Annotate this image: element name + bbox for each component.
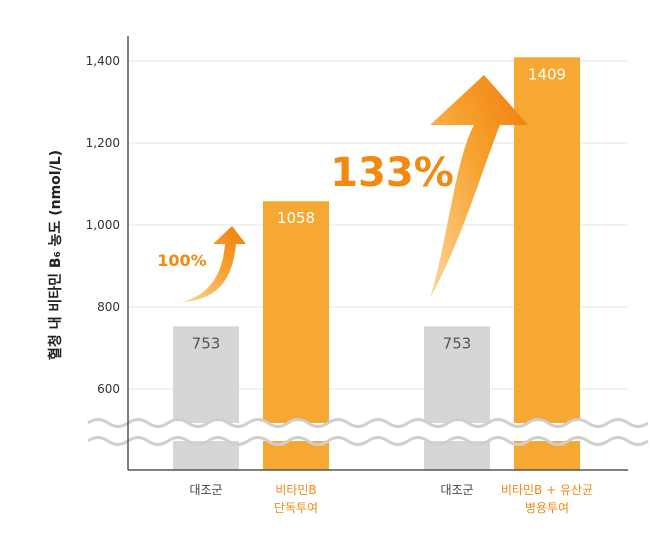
y-tick-label: 800 xyxy=(97,300,120,314)
y-tick-label: 600 xyxy=(97,382,120,396)
bar-value-label: 1058 xyxy=(277,209,315,227)
category-label-line1: 대조군 xyxy=(440,483,473,497)
axis-break xyxy=(87,418,649,446)
bar xyxy=(424,326,490,470)
axis-break-line-upper xyxy=(87,418,649,428)
category-label-line1: 비타민B xyxy=(275,483,316,497)
y-tick-label: 1,000 xyxy=(86,218,120,232)
category-label-line1: 대조군 xyxy=(189,483,222,497)
bar xyxy=(173,326,239,470)
annotation-100-percent: 100% xyxy=(157,251,206,270)
y-tick-labels: 600 800 1,000 1,200 1,400 xyxy=(86,54,120,396)
category-label-line2: 병용투여 xyxy=(525,501,569,515)
annotation-133-percent: 133% xyxy=(330,150,454,196)
axis-break-line-lower xyxy=(87,436,649,446)
axis-break-fill xyxy=(88,423,628,441)
y-tick-label: 1,400 xyxy=(86,54,120,68)
category-label-line1: 비타민B + 유산균 xyxy=(501,483,593,497)
small-growth-arrow xyxy=(182,226,246,302)
y-tick-label: 1,200 xyxy=(86,136,120,150)
category-label-line2: 단독투여 xyxy=(274,501,318,515)
y-axis-label: 혈청 내 비타민 B₆ 농도 (nmol/L) xyxy=(47,150,64,360)
bar-value-label: 753 xyxy=(443,334,472,352)
bar-value-label: 753 xyxy=(192,334,221,352)
bar-value-label: 1409 xyxy=(528,65,566,83)
large-growth-arrow xyxy=(430,75,528,298)
bar xyxy=(514,57,580,471)
